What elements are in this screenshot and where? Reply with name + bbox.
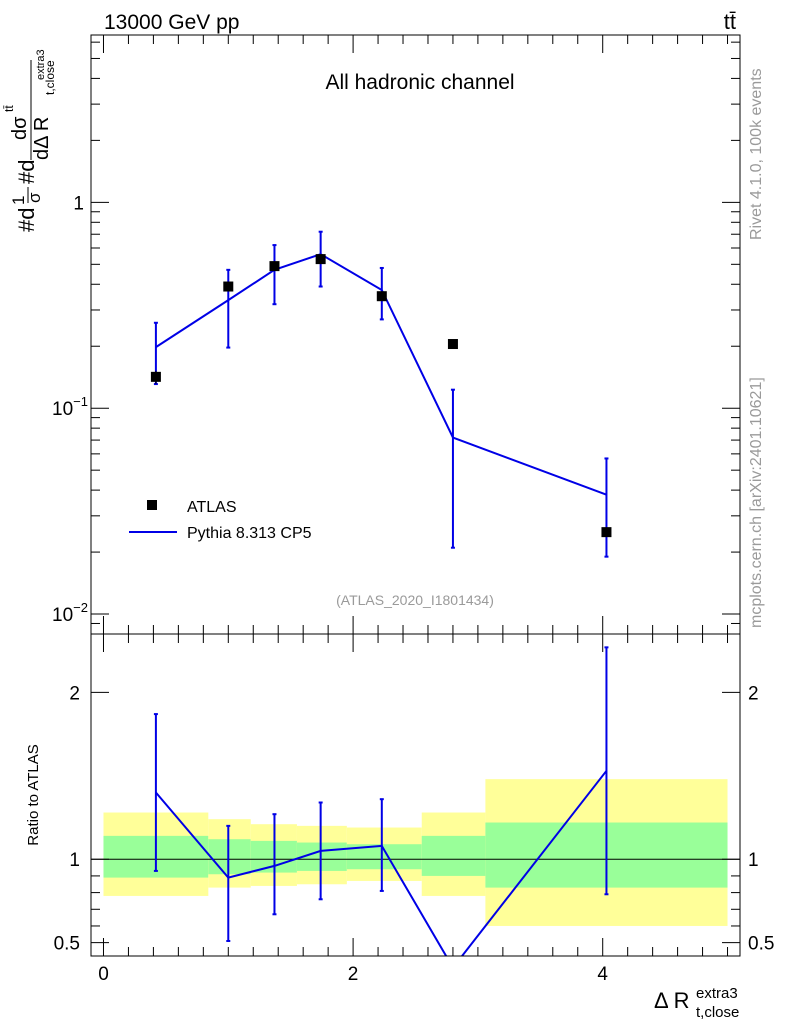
ylabel-d-delta-r: dΔ R (31, 117, 53, 160)
ratio-ytick-label-right: 0.5 (748, 934, 774, 955)
ratio-data (153, 646, 609, 956)
xlabel-sup: extra3 (696, 985, 738, 1002)
ylabel-dsigma: dσ (9, 116, 31, 140)
legend-pythia-label: Pythia 8.313 CP5 (187, 525, 312, 542)
ylabel-sub: t,close (43, 60, 57, 95)
main-ylabel: #d 1 σ #d dσ tt̄ dΔ R t,close extra3 (2, 49, 57, 232)
main-panel: 10−2 10−1 1 All hadronic channel (ATLAS_20… (52, 34, 741, 635)
xlabel-sub: t,close (696, 1004, 739, 1021)
ratio-xtick-label: 4 (597, 964, 608, 985)
main-ytick-label: 10−2 (52, 600, 88, 626)
ylabel-one: 1 (9, 196, 28, 205)
atlas-point (150, 371, 161, 382)
main-frame (90, 34, 741, 635)
atlas-point (376, 291, 387, 302)
main-axis-ticks: 10−2 10−1 1 (52, 35, 740, 635)
ratio-ytick-label-left: 1 (69, 850, 80, 871)
ylabel-sup: extra3 (35, 49, 47, 80)
ratio-ytick-label-right: 2 (748, 683, 759, 704)
ratio-band-inner (421, 835, 486, 876)
ylabel-hash-d2: #d (14, 160, 39, 184)
ylabel-sigma: σ (25, 192, 44, 203)
ratio-ytick-label-right: 1 (748, 850, 759, 871)
atlas-point (447, 339, 458, 350)
ratio-series-group (153, 646, 609, 956)
header-energy: 13000 GeV pp (104, 11, 239, 34)
legend-atlas-label: ATLAS (187, 499, 237, 516)
ratio-panel: 0.5 0.5 1 1 2 2 0 2 4 Ratio to ATLAS (25, 633, 774, 985)
ratio-line (155, 770, 608, 956)
ylabel-hash-d: #d (14, 208, 39, 232)
chart-title: All hadronic channel (325, 71, 514, 94)
header-process: tt̄ (724, 9, 736, 34)
mcplots-info: mcplots.cern.ch [arXiv:2401.10621] (748, 377, 765, 628)
xlabel-main: Δ R (654, 988, 689, 1013)
atlas-point (315, 254, 326, 265)
ratio-band-inner (208, 839, 251, 875)
ratio-ylabel: Ratio to ATLAS (25, 744, 42, 845)
atlas-point (223, 281, 234, 292)
analysis-tag: (ATLAS_2020_I1801434) (336, 592, 494, 608)
atlas-point (269, 261, 280, 272)
ratio-axis-ticks: 0.5 0.5 1 1 2 2 0 2 4 (54, 634, 774, 985)
xlabel: Δ R extra3 t,close (654, 985, 739, 1021)
ratio-xtick-label: 0 (98, 964, 109, 985)
rivet-info: Rivet 4.1.0, 100k events (748, 68, 765, 240)
ratio-ytick-label-left: 0.5 (54, 934, 80, 955)
legend: ATLAS Pythia 8.313 CP5 (129, 499, 312, 542)
ratio-xtick-label: 2 (348, 964, 359, 985)
ratio-frame (90, 633, 741, 957)
main-ytick-label: 10−1 (52, 394, 88, 420)
ratio-ytick-label-left: 2 (69, 683, 80, 704)
main-data (150, 230, 612, 558)
legend-atlas-marker (147, 500, 157, 510)
atlas-point (601, 527, 612, 538)
ylabel-ttbar: tt̄ (2, 105, 16, 112)
main-ytick-label: 1 (73, 193, 84, 214)
